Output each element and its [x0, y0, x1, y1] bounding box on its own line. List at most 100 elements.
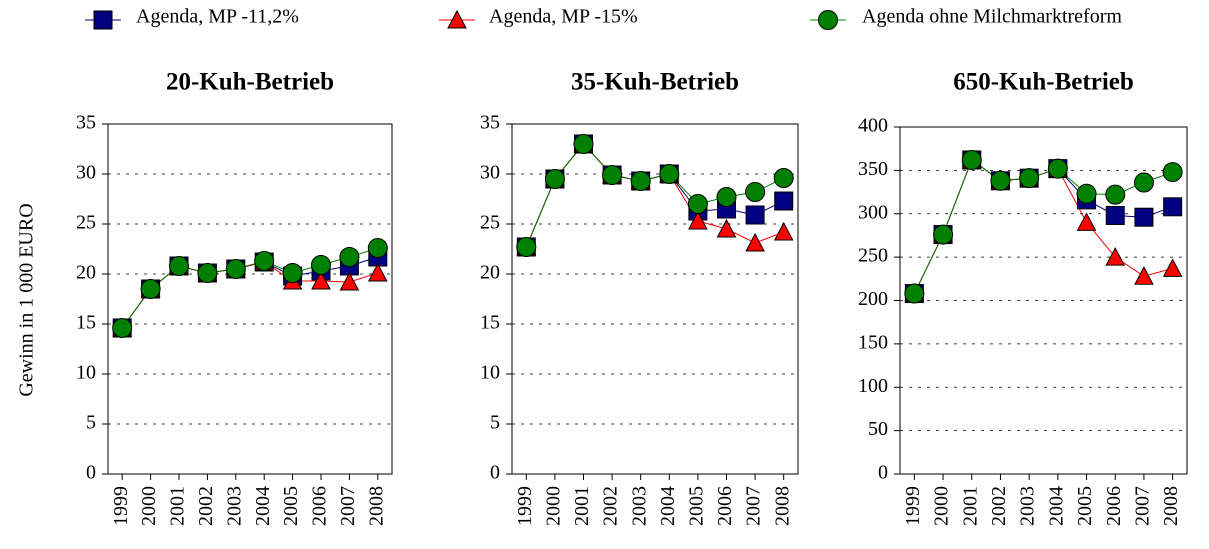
series-line	[121, 247, 378, 329]
data-point	[1162, 162, 1183, 183]
series-line	[121, 256, 378, 329]
x-tick-label: 2003	[628, 486, 650, 526]
x-tick-label: 2001	[959, 486, 981, 526]
x-tick-label: 2002	[195, 486, 217, 526]
data-point	[716, 187, 737, 207]
data-point	[169, 256, 189, 276]
y-tick-label: 20	[76, 262, 96, 284]
y-tick-label: 10	[76, 362, 96, 384]
data-point	[140, 279, 161, 299]
x-tick-label: 2006	[309, 486, 331, 526]
data-point	[282, 263, 303, 283]
y-tick-label: 100	[858, 375, 888, 397]
x-tick-label: 2004	[657, 486, 679, 526]
data-point	[630, 171, 651, 191]
legend-label: Agenda, MP -15%	[489, 6, 638, 28]
x-tick-label: 2008	[771, 486, 793, 526]
x-tick-label: 2003	[1017, 486, 1039, 526]
data-point	[1163, 197, 1183, 217]
x-tick-label: 2007	[337, 486, 359, 526]
y-tick-label: 0	[86, 462, 96, 484]
chart-title: 35-Kuh-Betrieb	[571, 69, 739, 96]
x-tick-label: 2007	[743, 486, 765, 526]
x-tick-label: 2003	[223, 486, 245, 526]
y-tick-label: 10	[480, 362, 500, 384]
series-line	[913, 159, 1173, 294]
x-tick-label: 1999	[902, 486, 924, 526]
y-tick-label: 15	[480, 312, 500, 334]
data-point	[573, 134, 594, 154]
data-point	[544, 169, 565, 189]
x-tick-label: 1999	[514, 486, 536, 526]
y-axis-label: Gewinn in 1 000 EURO	[16, 203, 38, 396]
data-point	[933, 224, 954, 245]
y-tick-label: 20	[480, 262, 500, 284]
data-point	[602, 165, 623, 185]
y-tick-label: 400	[858, 115, 888, 137]
x-tick-label: 2000	[931, 486, 953, 526]
legend-marker	[447, 9, 467, 29]
y-tick-label: 35	[76, 112, 96, 134]
y-tick-label: 0	[490, 462, 500, 484]
data-point	[1134, 207, 1154, 227]
legend-label: Agenda, MP -11,2%	[136, 6, 299, 28]
legend-marker	[818, 10, 838, 30]
x-tick-label: 2001	[571, 486, 593, 526]
x-tick-label: 1999	[110, 486, 132, 526]
series-line	[913, 159, 1173, 294]
data-point	[716, 218, 737, 238]
data-point	[774, 191, 794, 211]
series-line	[525, 143, 784, 248]
x-tick-label: 2005	[280, 486, 302, 526]
y-tick-label: 300	[858, 201, 888, 223]
y-tick-label: 50	[868, 418, 888, 440]
y-tick-label: 250	[858, 245, 888, 267]
data-point	[659, 164, 680, 184]
data-point	[1134, 266, 1154, 285]
series-line	[913, 159, 1173, 294]
y-tick-label: 5	[490, 412, 500, 434]
data-point	[311, 270, 331, 290]
x-tick-label: 2004	[1045, 486, 1067, 526]
data-point	[197, 263, 218, 283]
data-point	[990, 170, 1011, 191]
data-point	[1076, 183, 1097, 204]
x-tick-label: 2002	[600, 486, 622, 526]
data-point	[339, 247, 360, 267]
x-tick-label: 2000	[138, 486, 160, 526]
plot-frame	[899, 126, 1188, 475]
plot-frame	[107, 123, 393, 475]
data-point	[687, 194, 708, 214]
legend-label: Agenda ohne Milchmarktreform	[862, 6, 1122, 28]
data-point	[1076, 212, 1097, 231]
series-line	[525, 143, 784, 248]
data-point	[254, 251, 275, 271]
y-tick-label: 35	[480, 112, 500, 134]
plot-frame	[511, 123, 799, 475]
data-point	[311, 255, 331, 275]
x-tick-label: 2005	[1074, 486, 1096, 526]
y-tick-label: 350	[858, 158, 888, 180]
x-tick-label: 2000	[542, 486, 564, 526]
chart-title: 650-Kuh-Betrieb	[953, 69, 1134, 96]
x-tick-label: 2008	[365, 486, 387, 526]
data-point	[961, 149, 982, 170]
x-tick-label: 2004	[252, 486, 274, 526]
data-point	[339, 271, 360, 291]
x-tick-label: 2007	[1132, 486, 1154, 526]
y-tick-label: 150	[858, 331, 888, 353]
series-line	[121, 261, 378, 329]
data-point	[1162, 258, 1183, 277]
data-point	[1105, 184, 1126, 205]
series-line	[525, 143, 784, 248]
y-tick-label: 30	[76, 162, 96, 184]
y-tick-label: 0	[878, 462, 888, 484]
x-tick-label: 2006	[1103, 486, 1125, 526]
data-point	[1105, 205, 1125, 225]
data-point	[112, 318, 133, 338]
y-tick-label: 25	[76, 212, 96, 234]
x-tick-label: 2002	[988, 486, 1010, 526]
data-point	[1105, 247, 1126, 266]
data-point	[1047, 158, 1068, 179]
